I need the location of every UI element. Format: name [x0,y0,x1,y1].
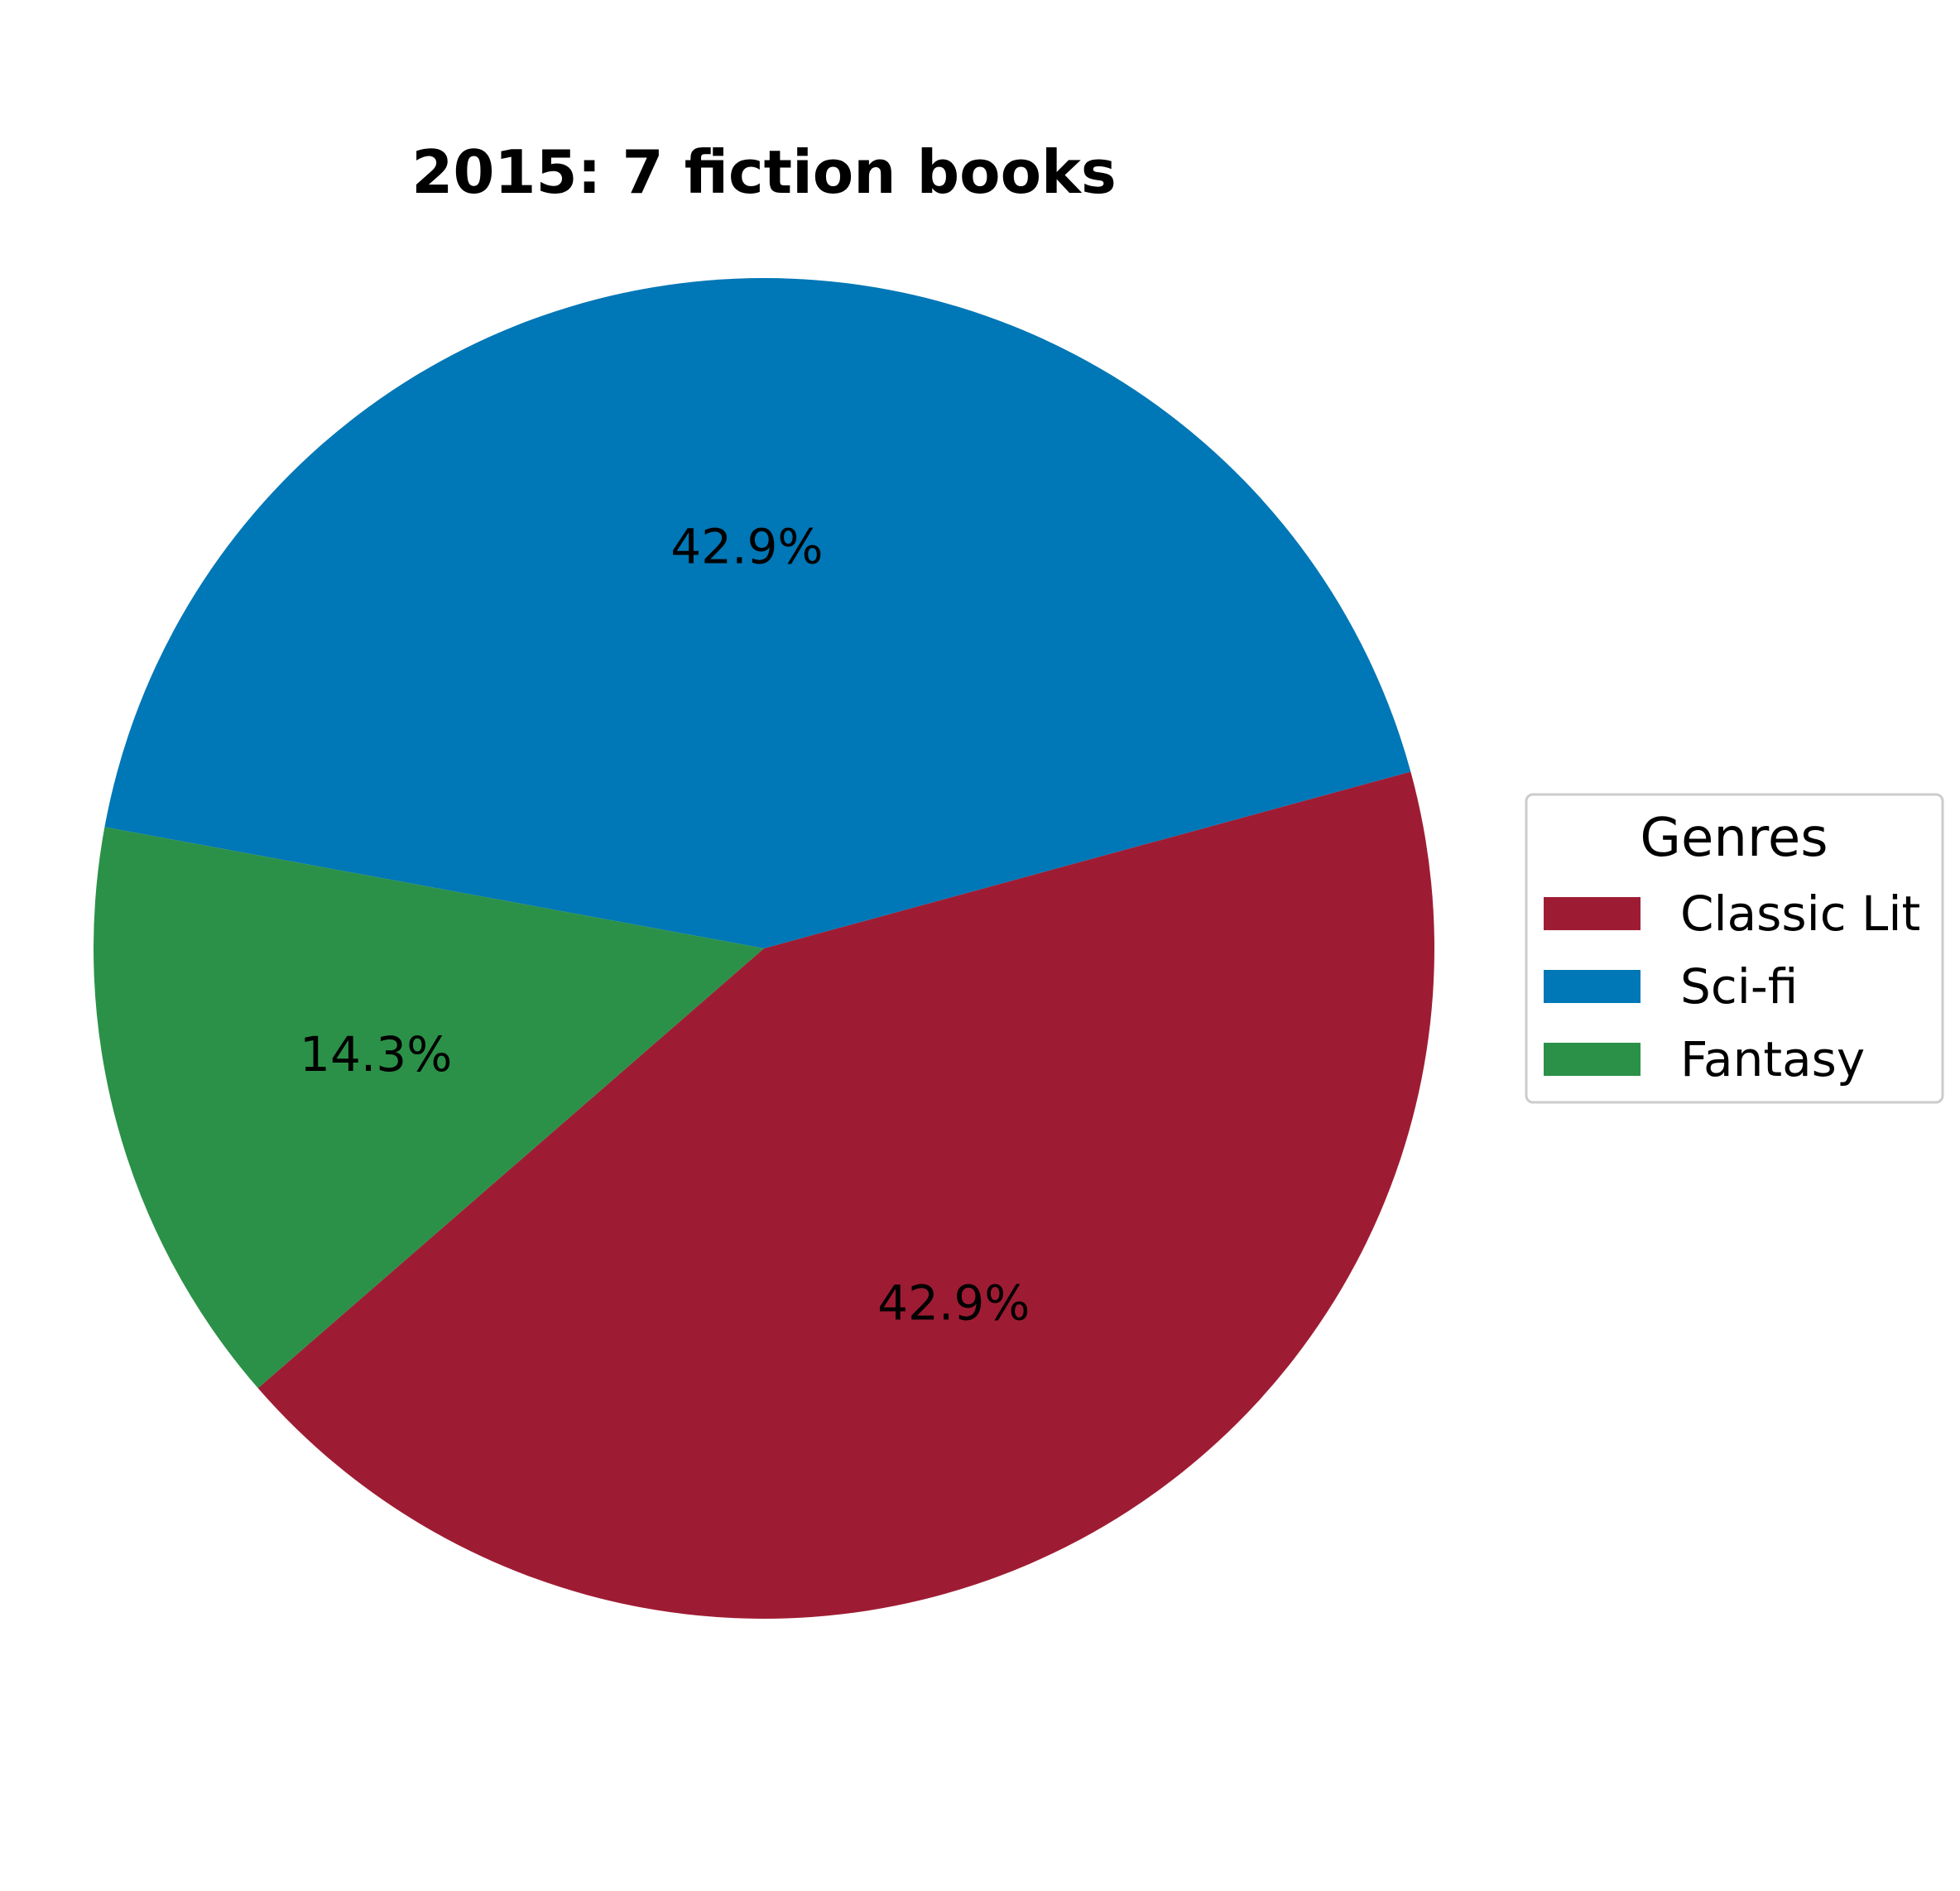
slice-classic-lit [257,771,1434,1620]
slice-fantasy [94,827,765,1389]
pie-slices [94,277,1434,1620]
percent-label-sci-fi: 42.9% [670,518,823,574]
legend-label-fantasy: Fantasy [1680,1031,1865,1087]
slice-sci-fi [104,277,1411,948]
legend-frame [1525,793,1944,1104]
legend-swatch-sci-fi [1544,970,1641,1003]
legend: Genres Classic Lit Sci-fi Fantasy [1525,793,1944,1104]
legend-label-sci-fi: Sci-fi [1680,958,1798,1015]
legend-label-classic-lit: Classic Lit [1680,886,1920,942]
percent-label-fantasy: 14.3% [300,1026,452,1082]
pie-percent-labels: 42.9% 42.9% 14.3% [300,518,1030,1331]
legend-entries: Classic Lit Sci-fi Fantasy [1544,886,1920,1087]
chart-title: 2015: 7 fiction books [411,137,1117,207]
percent-label-classic-lit: 42.9% [877,1275,1030,1332]
legend-swatch-fantasy [1544,1043,1641,1076]
legend-swatch-classic-lit [1544,897,1641,930]
legend-title: Genres [1640,808,1828,869]
